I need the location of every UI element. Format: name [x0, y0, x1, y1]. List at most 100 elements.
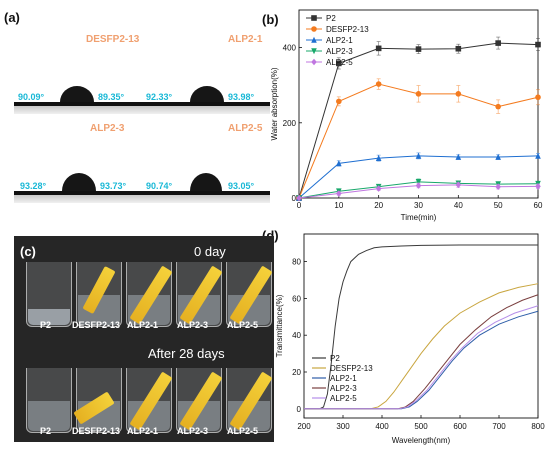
beaker-label: DESFP2-13 — [72, 320, 121, 330]
chart-d-legend-label: DESFP2-13 — [330, 364, 373, 373]
chart-d-series-line — [304, 310, 539, 410]
contact-angle-cell-desfp2-13: DESFP2-13 90.09° 89.35° — [14, 28, 142, 117]
chart-b-legend-marker — [311, 15, 317, 21]
left-contact-angle: 90.74° — [146, 181, 173, 191]
chart-d-x-tick-label: 600 — [453, 422, 467, 431]
chart-b-data-point — [455, 181, 462, 189]
chart-d-x-tick-label: 700 — [492, 422, 506, 431]
chart-b-data-point — [415, 152, 422, 159]
chart-b-data-point — [535, 94, 541, 101]
beaker-label: ALP2-3 — [177, 426, 209, 436]
chart-b-data-point — [415, 182, 422, 189]
chart-b-x-tick-label: 20 — [374, 201, 383, 210]
chart-d-series-line — [304, 305, 539, 410]
chart-b-x-tick-label: 50 — [494, 201, 503, 210]
beaker-alp2-3 — [176, 262, 223, 327]
chart-b-x-tick-label: 40 — [454, 201, 463, 210]
contact-angle-sample-label: ALP2-1 — [228, 34, 263, 45]
chart-d-series-line — [304, 244, 538, 410]
chart-b-data-point — [455, 45, 462, 52]
right-contact-angle: 93.98° — [228, 92, 255, 102]
chart-b-data-point — [495, 183, 501, 191]
substrate-reflection — [142, 195, 270, 203]
contact-angle-photo-grid: DESFP2-13 90.09° 89.35° ALP2-1 92.33° 93… — [14, 28, 270, 206]
chart-b-legend-label: ALP2-5 — [326, 58, 353, 67]
chart-b-y-tick-label: 200 — [283, 119, 297, 128]
chart-b-legend-marker — [311, 48, 317, 55]
substrate-surface — [14, 102, 142, 106]
chart-b-legend-marker — [311, 26, 317, 32]
chart-d-legend-label: ALP2-5 — [330, 394, 357, 403]
panel-c-letter: (c) — [20, 244, 36, 259]
chart-b-x-tick-label: 30 — [414, 201, 423, 210]
chart-b-data-point — [336, 98, 342, 105]
chart-b-data-point — [415, 91, 422, 97]
chart-b-data-point — [455, 91, 462, 97]
left-contact-angle: 90.09° — [18, 92, 45, 102]
beaker-alp2-3 — [176, 368, 223, 433]
beaker-alp2-5 — [226, 262, 273, 327]
beaker-label: ALP2-1 — [127, 320, 159, 330]
chart-b-data-point — [336, 160, 342, 167]
beaker-p2 — [26, 262, 72, 327]
substrate-reflection — [14, 195, 142, 203]
beaker-label: P2 — [40, 320, 52, 330]
panel-a-letter: (a) — [4, 10, 20, 25]
chart-b-data-point — [495, 103, 501, 110]
beaker-photo: 0 day After 28 days P2 DESFP2-13 ALP2-1 … — [14, 236, 274, 442]
bottom-photo-caption: After 28 days — [148, 346, 225, 361]
chart-d-legend-label: ALP2-3 — [330, 384, 357, 393]
chart-b-data-point — [415, 179, 422, 186]
chart-d-legend-label: P2 — [330, 354, 340, 363]
chart-b-legend-label: ALP2-3 — [326, 47, 353, 56]
chart-b-y-tick-label: 400 — [283, 44, 297, 53]
beaker-row-day-28: P2 DESFP2-13 ALP2-1 ALP2-3 ALP2-5 — [14, 340, 274, 440]
chart-d-x-tick-label: 800 — [531, 422, 545, 431]
chart-d-y-tick-label: 40 — [292, 331, 301, 340]
chart-d-y-tick-label: 0 — [297, 405, 302, 414]
chart-b-data-point — [375, 45, 382, 52]
chart-b-data-point — [375, 81, 382, 87]
beaker-desfp2-13 — [76, 262, 122, 327]
chart-d-y-tick-label: 60 — [292, 294, 301, 303]
chart-b-data-point — [375, 185, 382, 192]
chart-b-data-point — [336, 60, 342, 67]
chart-d-y-tick-label: 80 — [292, 258, 301, 267]
substrate-surface — [142, 102, 270, 106]
chart-b-y-tick-label: 0 — [292, 194, 297, 203]
chart-b-data-point — [336, 190, 342, 197]
chart-d-y-axis-label: Transmittance(%) — [275, 294, 284, 357]
left-contact-angle: 92.33° — [146, 92, 173, 102]
chart-b-legend-label: P2 — [326, 14, 336, 23]
chart-d-legend-label: ALP2-1 — [330, 374, 357, 383]
chart-b-data-point — [296, 194, 302, 202]
chart-b-data-point — [375, 154, 382, 161]
right-contact-angle: 93.73° — [100, 181, 127, 191]
contact-angle-cell-alp2-3: ALP2-3 93.28° 93.73° — [14, 117, 142, 206]
beaker-desfp2-13 — [73, 368, 122, 433]
beaker-label: ALP2-3 — [177, 320, 209, 330]
contact-angle-sample-label: ALP2-5 — [228, 123, 263, 134]
water-droplet — [190, 86, 224, 102]
chart-d-x-axis-label: Wavelength(nm) — [392, 436, 451, 445]
chart-b-legend-marker — [311, 58, 317, 66]
chart-b-data-point — [455, 153, 462, 160]
water-droplet — [62, 173, 96, 191]
chart-d-x-tick-label: 200 — [297, 422, 311, 431]
chart-b-y-axis-label: Water absorption(%) — [270, 67, 279, 140]
contact-angle-sample-label: ALP2-3 — [90, 123, 125, 134]
chart-b-legend-label: DESFP2-13 — [326, 25, 369, 34]
right-contact-angle: 89.35° — [98, 92, 125, 102]
beaker-p2 — [26, 368, 72, 433]
water-droplet — [190, 173, 222, 191]
chart-b-x-tick-label: 60 — [534, 201, 543, 210]
chart-b-data-point — [535, 152, 541, 159]
chart-b-legend-label: ALP2-1 — [326, 36, 353, 45]
substrate-surface — [14, 191, 142, 195]
chart-d-y-tick-label: 20 — [292, 368, 301, 377]
panel-b-letter: (b) — [262, 12, 279, 27]
left-contact-angle: 93.28° — [20, 181, 47, 191]
beaker-alp2-5 — [226, 368, 273, 433]
chart-d-x-tick-label: 300 — [336, 422, 350, 431]
